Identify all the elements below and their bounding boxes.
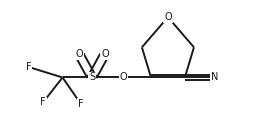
- Text: F: F: [78, 99, 84, 109]
- Text: S: S: [89, 72, 95, 83]
- Text: O: O: [75, 49, 83, 59]
- Text: N: N: [211, 72, 219, 83]
- Text: O: O: [164, 12, 172, 22]
- Text: O: O: [101, 49, 109, 59]
- Text: F: F: [40, 97, 46, 107]
- Text: O: O: [119, 72, 127, 83]
- Text: F: F: [26, 62, 32, 72]
